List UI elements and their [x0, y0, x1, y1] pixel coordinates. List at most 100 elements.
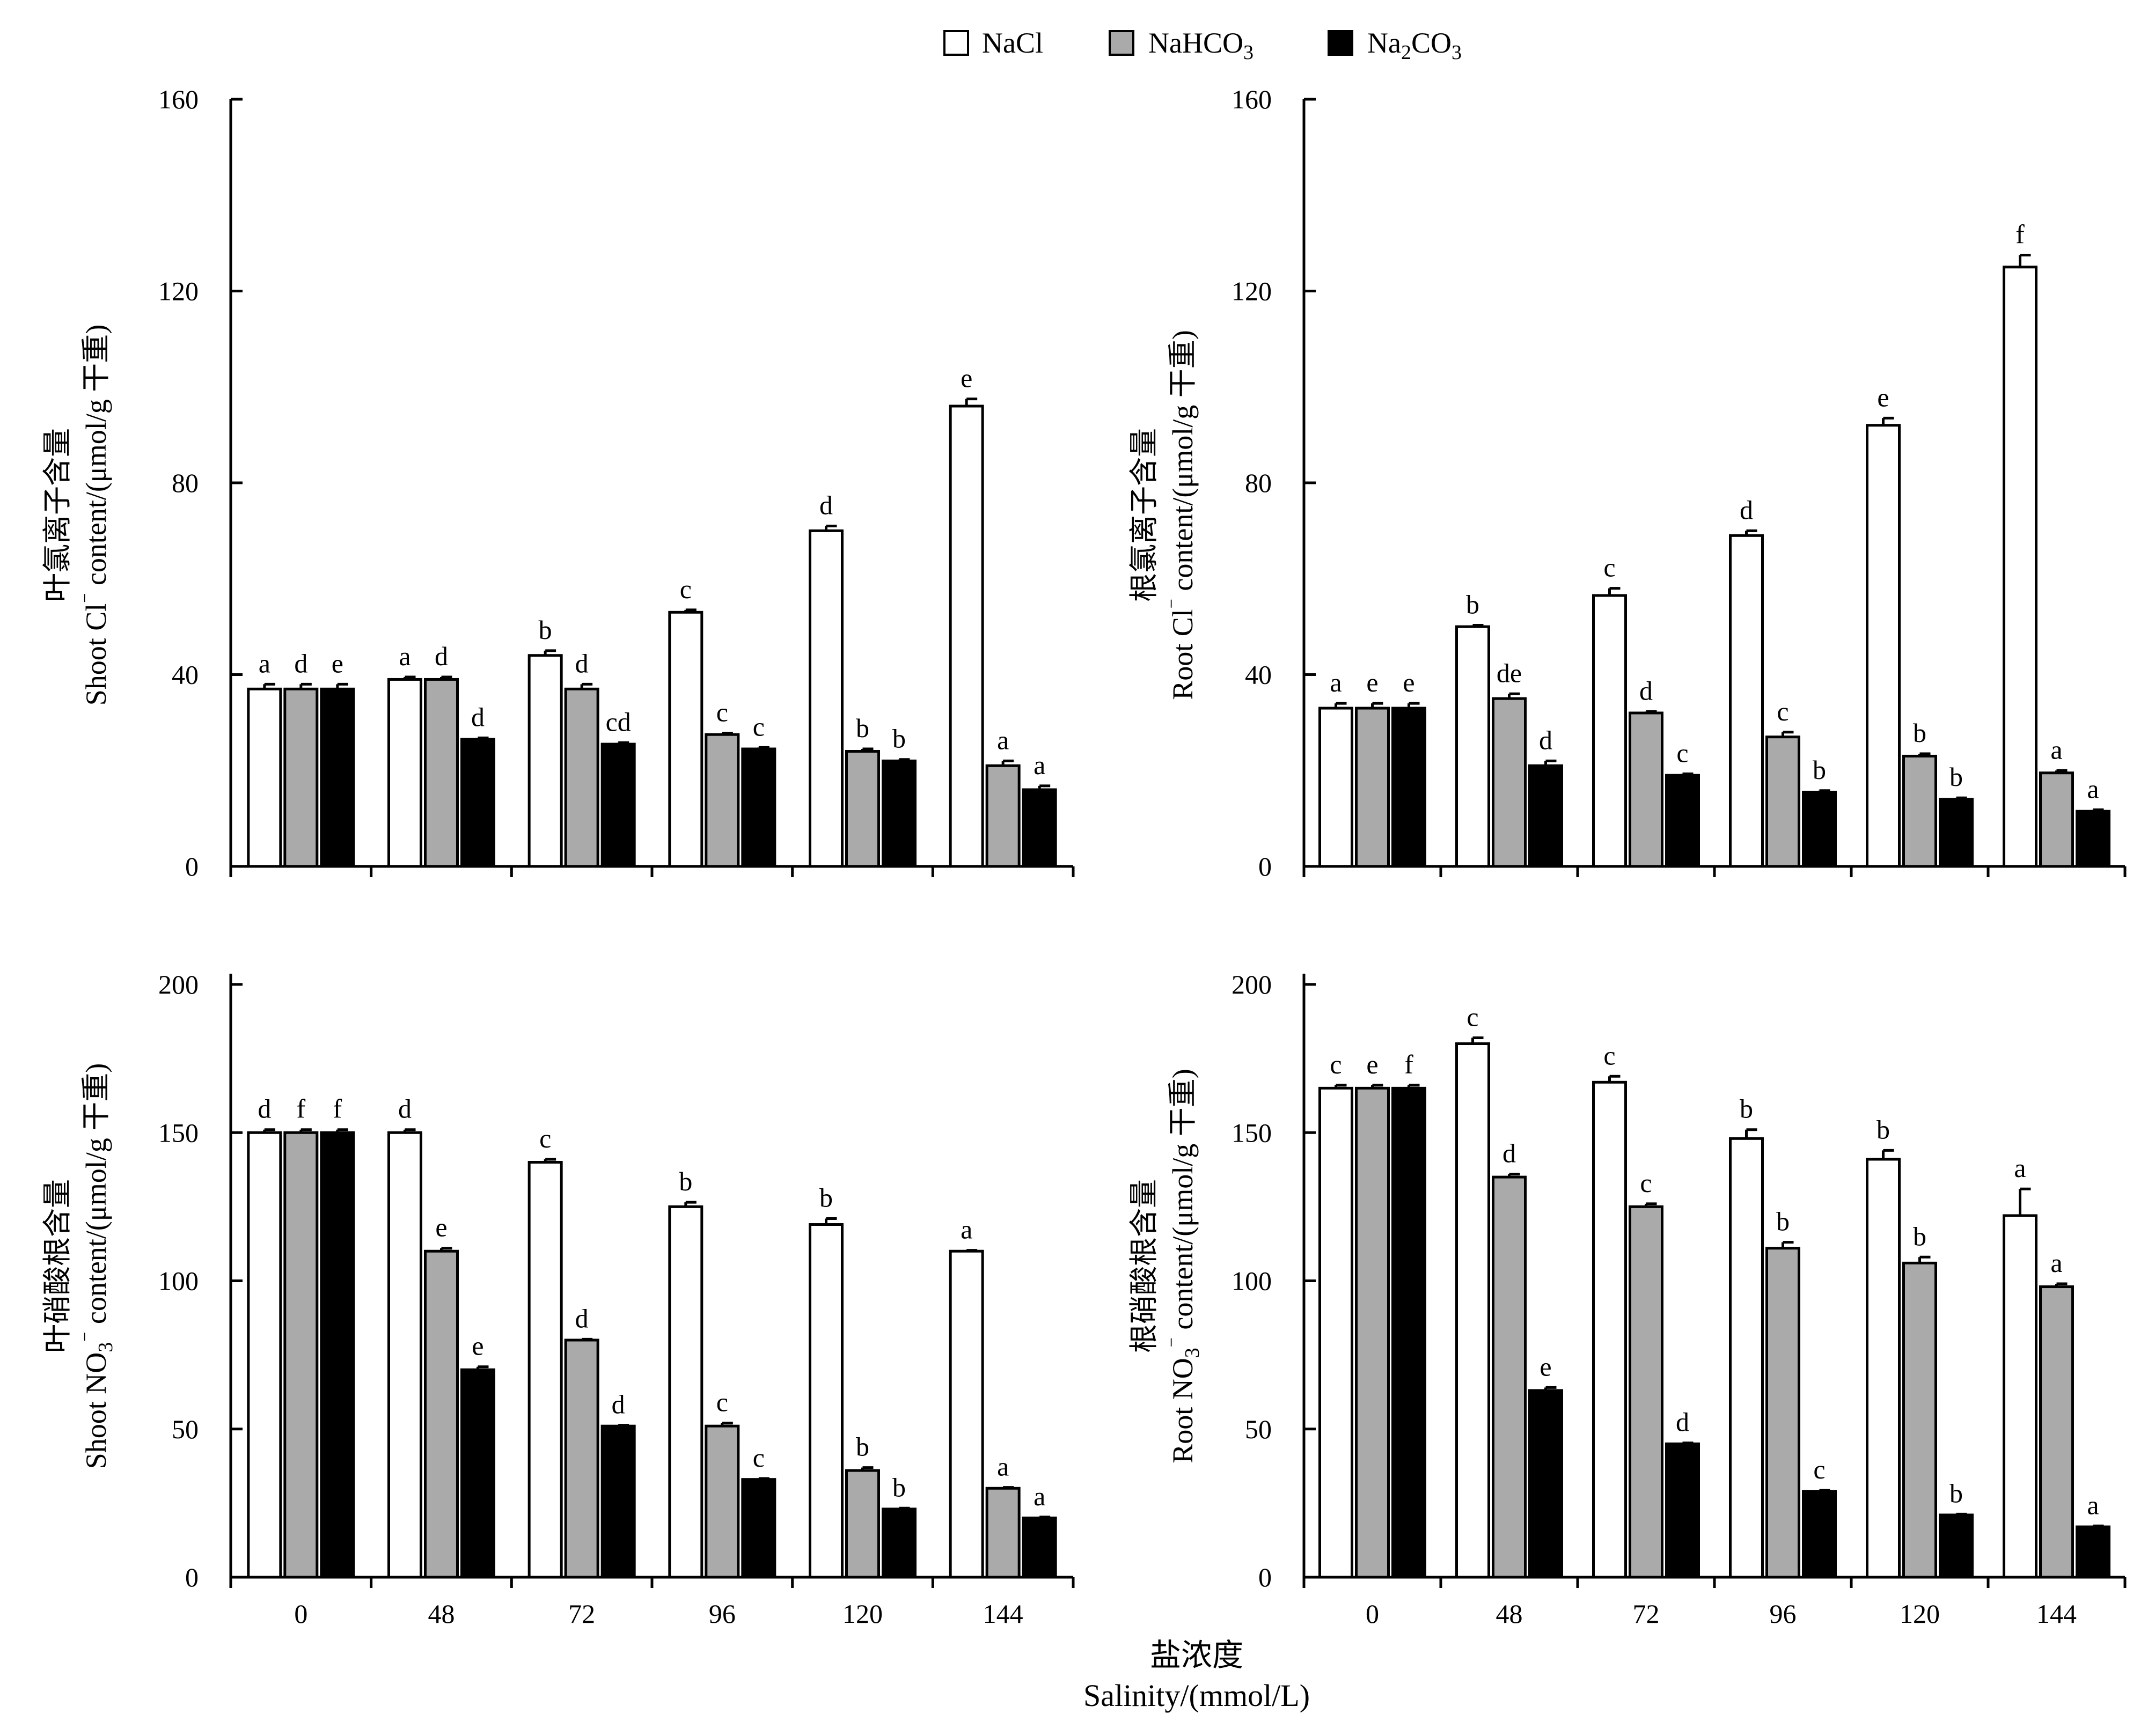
shoot-no3-sig-label: e: [472, 1331, 483, 1361]
root-cl-bar-na2co3: [1939, 798, 1974, 868]
shoot-no3-sig-label: c: [539, 1123, 551, 1153]
shoot-no3-bar-nacl: [809, 1223, 844, 1579]
root-cl-sig-label: d: [1639, 675, 1653, 705]
shoot-no3-sig-label: f: [333, 1094, 342, 1124]
shoot-no3-bar-nacl: [527, 1161, 563, 1579]
root-no3-sig-label: c: [1640, 1168, 1652, 1198]
root-no3-bar-nahco3: [1355, 1086, 1390, 1579]
root-no3-ytick-label: 0: [1258, 1562, 1272, 1592]
shoot-no3-bar-nacl: [387, 1131, 422, 1579]
root-no3-xtick-label: 48: [1496, 1599, 1523, 1629]
shoot-no3-sig-label: a: [961, 1215, 972, 1245]
shoot-no3-sig-label: c: [716, 1387, 728, 1417]
root-no3-sig-label: c: [1813, 1454, 1825, 1484]
root-cl-bar-na2co3: [1802, 790, 1837, 868]
root-cl-sig-label: c: [1676, 738, 1688, 768]
shoot-no3-sig-label: f: [297, 1094, 306, 1124]
shoot-no3-sig-label: c: [753, 1443, 765, 1473]
root-cl-bar-nahco3: [1355, 707, 1390, 868]
ylabel-root-no3-en: Root NO3⁻ content/(μmol/g 干重): [1164, 1069, 1204, 1463]
root-no3-bar-na2co3: [1939, 1513, 1974, 1579]
root-cl-sig-label: b: [1466, 589, 1479, 619]
ylabel-shoot-cl-zh: 叶氯离子含量: [41, 428, 74, 602]
shoot-no3-sig-label: a: [997, 1452, 1009, 1482]
shoot-cl-bar-na2co3: [460, 738, 495, 868]
legend-label-nahco3: NaHCO3: [1148, 27, 1254, 64]
shoot-cl-sig-label: b: [539, 615, 552, 645]
legend-swatch-nacl: [943, 30, 969, 56]
shoot-cl-sig-label: c: [716, 697, 728, 727]
root-no3-sig-label: b: [1740, 1094, 1753, 1124]
shoot-no3-bar-nacl: [247, 1131, 282, 1579]
shoot-no3-sig-label: e: [435, 1212, 447, 1242]
shoot-cl-ytick-label: 160: [158, 84, 199, 114]
shoot-cl-sig-label: a: [1033, 750, 1045, 780]
root-no3-sig-label: c: [1330, 1049, 1342, 1079]
ylabel-root-cl: 根氯离子含量 Root Cl⁻ content/(μmol/g 干重): [1128, 330, 1199, 700]
root-cl-bar-nacl: [1318, 707, 1353, 868]
root-cl-bar-na2co3: [1528, 764, 1563, 868]
shoot-cl-bar-nahco3: [564, 687, 599, 868]
shoot-cl-ytick-label: 40: [172, 660, 199, 690]
root-no3-bar-na2co3: [1665, 1442, 1700, 1579]
shoot-cl-sig-label: d: [471, 702, 485, 732]
shoot-cl-sig-label: b: [856, 713, 869, 743]
shoot-no3-xtick-label: 72: [568, 1599, 595, 1629]
shoot-no3-xtick-label: 96: [709, 1599, 736, 1629]
root-no3-sig-label: f: [1404, 1049, 1413, 1079]
shoot-no3-bar-na2co3: [882, 1507, 917, 1579]
shoot-cl-bar-nacl: [247, 687, 282, 868]
shoot-cl-sig-label: a: [399, 641, 411, 671]
shoot-cl-ytick-label: 80: [172, 468, 199, 498]
ylabel-shoot-no3: 叶硝酸根含量 Shoot NO3⁻ content/(μmol/g 干重): [41, 1063, 117, 1469]
root-no3-bar-nahco3: [1902, 1261, 1937, 1579]
root-no3-bar-nacl: [1592, 1080, 1627, 1579]
root-cl-sig-label: d: [1740, 495, 1753, 525]
root-cl-ytick-label: 80: [1245, 468, 1272, 498]
root-cl-ytick-label: 0: [1258, 851, 1272, 881]
legend-swatch-na2co3: [1328, 30, 1353, 56]
root-cl-ytick-label: 40: [1245, 660, 1272, 690]
shoot-cl-bar-na2co3: [741, 747, 776, 868]
root-no3-xtick-label: 72: [1633, 1599, 1660, 1629]
root-cl-sig-label: b: [1949, 762, 1963, 792]
shoot-no3-ytick-label: 100: [158, 1266, 199, 1296]
root-cl-sig-label: e: [1366, 667, 1378, 697]
shoot-no3-sig-label: a: [1033, 1481, 1045, 1511]
root-no3-bar-nacl: [1729, 1137, 1764, 1579]
legend: NaCl NaHCO3 Na2CO3: [943, 27, 1462, 64]
root-no3-sig-label: d: [1502, 1138, 1516, 1168]
root-no3-xtick-label: 0: [1366, 1599, 1379, 1629]
shoot-cl-sig-label: a: [997, 725, 1009, 755]
root-no3-bar-na2co3: [1391, 1086, 1426, 1579]
root-cl-bar-nacl: [1729, 534, 1764, 868]
shoot-cl-sig-label: e: [961, 363, 972, 393]
root-cl-bar-na2co3: [1391, 707, 1426, 868]
root-cl-bar-nahco3: [1492, 697, 1527, 868]
shoot-cl-bar-na2co3: [882, 759, 917, 868]
root-no3-ytick-label: 50: [1245, 1414, 1272, 1444]
shoot-no3-ytick-label: 50: [172, 1414, 199, 1444]
root-cl-sig-label: e: [1403, 667, 1414, 697]
shoot-no3-xtick-label: 0: [294, 1599, 307, 1629]
root-no3-sig-label: e: [1366, 1049, 1378, 1079]
legend-label-nacl: NaCl: [982, 27, 1043, 59]
shoot-no3-sig-label: b: [892, 1472, 906, 1502]
root-cl-bar-nahco3: [2039, 771, 2074, 868]
root-cl-sig-label: a: [2050, 734, 2062, 764]
root-no3-bar-nahco3: [1629, 1205, 1663, 1579]
shoot-no3-bar-nahco3: [985, 1487, 1021, 1579]
shoot-cl-bar-nahco3: [705, 733, 740, 868]
root-cl-bar-nahco3: [1765, 735, 1800, 868]
root-no3-bar-nacl: [1866, 1158, 1901, 1579]
shoot-no3-xtick-label: 144: [983, 1599, 1023, 1629]
root-cl-sig-label: f: [2015, 219, 2025, 249]
shoot-no3-xtick-label: 120: [842, 1599, 883, 1629]
root-no3-bar-nahco3: [1492, 1175, 1527, 1579]
shoot-cl-bar-nahco3: [985, 764, 1021, 868]
shoot-no3-bar-nacl: [949, 1249, 984, 1579]
shoot-cl-bar-na2co3: [320, 687, 355, 868]
